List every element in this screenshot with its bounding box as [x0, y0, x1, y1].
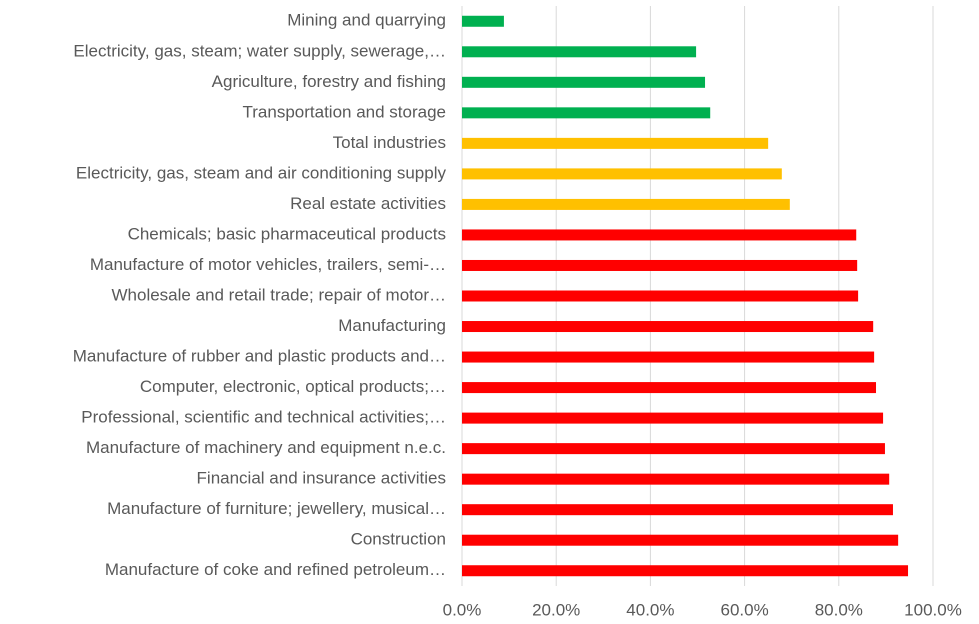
- y-tick-label: Total industries: [333, 133, 446, 152]
- bar: [462, 473, 890, 485]
- y-tick-label: Manufacture of motor vehicles, trailers,…: [90, 255, 446, 274]
- bar: [462, 382, 877, 394]
- bar: [462, 76, 706, 88]
- bar: [462, 351, 875, 363]
- y-tick-label: Electricity, gas, steam; water supply, s…: [73, 41, 446, 60]
- y-tick-label: Mining and quarrying: [287, 11, 446, 30]
- bar: [462, 290, 859, 302]
- y-tick-label: Manufacture of furniture; jewellery, mus…: [107, 499, 446, 518]
- bar: [462, 412, 884, 424]
- bar: [462, 534, 899, 546]
- bar: [462, 137, 769, 149]
- y-tick-label: Manufacture of machinery and equipment n…: [86, 438, 446, 457]
- y-tick-label: Wholesale and retail trade; repair of mo…: [112, 285, 447, 304]
- x-tick-label: 0.0%: [443, 600, 482, 619]
- y-tick-label: Agriculture, forestry and fishing: [212, 72, 446, 91]
- bar: [462, 229, 857, 241]
- y-tick-label: Real estate activities: [290, 194, 446, 213]
- bar: [462, 107, 711, 119]
- bar: [462, 443, 885, 455]
- x-tick-label: 40.0%: [626, 600, 674, 619]
- bar: [462, 565, 909, 577]
- x-tick-label: 20.0%: [532, 600, 580, 619]
- bar: [462, 168, 782, 180]
- x-tick-label: 60.0%: [720, 600, 768, 619]
- x-tick-label: 80.0%: [815, 600, 863, 619]
- y-tick-label: Construction: [351, 530, 446, 549]
- y-tick-label: Professional, scientific and technical a…: [81, 408, 446, 427]
- bar: [462, 321, 874, 333]
- y-tick-label: Manufacturing: [338, 316, 446, 335]
- y-tick-label: Manufacture of rubber and plastic produc…: [73, 347, 446, 366]
- y-tick-label: Electricity, gas, steam and air conditio…: [76, 163, 447, 182]
- x-tick-label: 100.0%: [904, 600, 962, 619]
- bar: [462, 198, 790, 210]
- bar: [462, 259, 858, 271]
- bar: [462, 504, 893, 516]
- bar: [462, 15, 504, 27]
- bar: [462, 46, 697, 58]
- y-tick-label: Chemicals; basic pharmaceutical products: [128, 224, 446, 243]
- y-tick-label: Manufacture of coke and refined petroleu…: [105, 560, 446, 579]
- y-tick-label: Transportation and storage: [243, 102, 447, 121]
- y-tick-label: Financial and insurance activities: [197, 469, 446, 488]
- y-tick-label: Computer, electronic, optical products;…: [140, 377, 446, 396]
